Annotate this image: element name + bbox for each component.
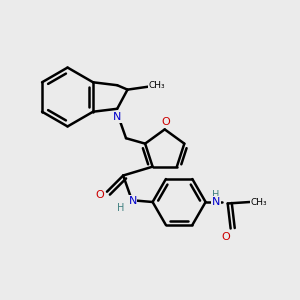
Text: CH₃: CH₃ bbox=[251, 197, 268, 206]
Text: CH₃: CH₃ bbox=[148, 81, 165, 90]
Text: H: H bbox=[117, 203, 124, 213]
Text: H: H bbox=[212, 190, 220, 200]
Text: O: O bbox=[162, 117, 171, 127]
Text: O: O bbox=[222, 232, 231, 242]
Text: N: N bbox=[128, 196, 137, 206]
Text: O: O bbox=[95, 190, 104, 200]
Text: N: N bbox=[113, 112, 122, 122]
Text: N: N bbox=[212, 197, 220, 207]
